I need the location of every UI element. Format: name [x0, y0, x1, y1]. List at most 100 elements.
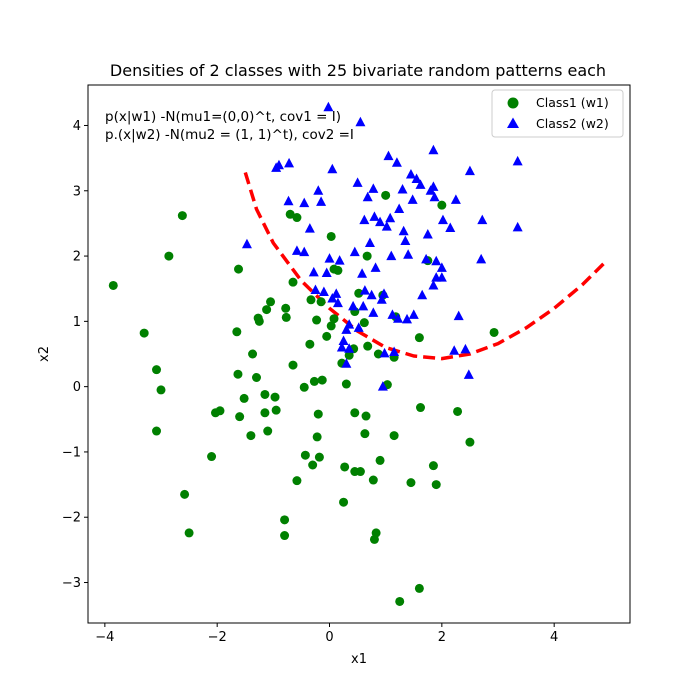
class1-point — [339, 497, 349, 507]
class2-point — [391, 157, 402, 167]
class1-point — [270, 392, 280, 402]
class1-point — [260, 408, 270, 418]
class2-point — [431, 255, 442, 266]
class2-point — [376, 294, 387, 304]
class2-point — [359, 285, 370, 295]
class1-point — [395, 596, 405, 606]
class2-point — [383, 150, 394, 161]
legend-box — [491, 89, 624, 138]
class1-point — [359, 318, 369, 328]
y-tick-label: −2 — [62, 511, 81, 526]
y-tick-label: −1 — [62, 445, 81, 460]
class2-point — [313, 185, 324, 195]
class2-point — [273, 159, 284, 170]
y-axis-label: x2 — [37, 346, 52, 362]
class1-point — [152, 365, 162, 375]
legend-label-class1: Class1 (w1) — [536, 95, 609, 110]
class1-point — [381, 190, 391, 200]
class1-point — [280, 531, 290, 541]
class2-point — [377, 381, 388, 391]
legend-marker-class1 — [507, 97, 519, 109]
class1-point — [326, 321, 336, 331]
class1-point — [309, 376, 319, 386]
y-tick-label: 4 — [73, 119, 81, 134]
class1-point — [360, 429, 370, 439]
class2-point — [299, 246, 310, 257]
class2-point — [284, 157, 295, 168]
class1-point — [251, 373, 261, 383]
y-tick-label: 2 — [73, 250, 81, 265]
class1-point — [239, 393, 249, 403]
class1-point — [312, 315, 322, 325]
class2-point — [429, 191, 440, 202]
class2-point — [512, 221, 523, 232]
class2-point — [428, 181, 439, 191]
class1-point — [108, 280, 118, 290]
class1-point — [416, 403, 426, 413]
class2-point — [334, 255, 345, 265]
class2-point — [353, 322, 364, 332]
class2-point — [324, 253, 335, 263]
class2-point — [283, 195, 294, 206]
class2-point — [407, 194, 418, 204]
class2-point — [463, 369, 474, 379]
class2-point — [512, 155, 523, 166]
class1-point — [431, 480, 441, 490]
class2-point — [327, 163, 338, 174]
class2-point — [402, 313, 413, 324]
chart-title: Densities of 2 classes with 25 bivariate… — [110, 61, 606, 80]
class1-point — [406, 478, 416, 488]
class1-point — [285, 209, 295, 219]
class2-point — [332, 297, 343, 308]
class1-point — [437, 200, 447, 210]
class1-point — [489, 327, 499, 337]
class2-point — [386, 250, 397, 261]
class1-point — [326, 231, 336, 241]
x-tick-label: −4 — [95, 630, 114, 645]
class1-point — [333, 265, 343, 275]
class2-point — [445, 222, 456, 232]
class1-point — [344, 350, 354, 360]
legend-marker-class2 — [507, 117, 519, 128]
class2-point — [393, 313, 404, 323]
x-tick-label: 0 — [325, 630, 333, 645]
class2-point — [411, 173, 422, 184]
class2-point — [422, 229, 433, 239]
class2-point — [291, 245, 302, 255]
class1-point — [340, 462, 350, 472]
y-tick-label: 1 — [73, 315, 81, 330]
class2-point — [304, 223, 315, 233]
class2-point — [421, 253, 432, 264]
class1-point — [389, 431, 399, 441]
class2-point — [338, 335, 349, 345]
class1-point — [246, 431, 256, 441]
class2-point — [349, 246, 360, 257]
class1-point — [316, 297, 326, 307]
legend: Class1 (w1) Class2 (w2) — [491, 89, 624, 138]
data-points-layer — [108, 101, 523, 606]
class1-point — [371, 528, 381, 538]
class2-point — [450, 194, 461, 204]
y-tick-label: −3 — [62, 576, 81, 591]
class1-point — [177, 211, 187, 221]
class1-point — [375, 455, 385, 465]
class2-point — [476, 253, 487, 264]
class2-point — [428, 279, 439, 290]
class2-point — [331, 288, 342, 298]
class2-point — [403, 249, 414, 259]
class1-point — [299, 382, 309, 392]
class2-point — [344, 343, 355, 353]
class2-point — [385, 212, 396, 223]
class2-point — [358, 300, 369, 311]
class1-point — [465, 437, 475, 447]
class2-point — [453, 310, 464, 321]
class2-point — [436, 262, 447, 272]
class2-point — [477, 214, 488, 225]
class1-point — [350, 408, 360, 418]
class2-point — [449, 345, 460, 355]
class1-point — [248, 349, 258, 359]
class2-point — [316, 196, 327, 206]
x-tick-label: 2 — [438, 630, 446, 645]
class1-point — [428, 461, 438, 471]
legend-label-class2: Class2 (w2) — [536, 116, 609, 131]
